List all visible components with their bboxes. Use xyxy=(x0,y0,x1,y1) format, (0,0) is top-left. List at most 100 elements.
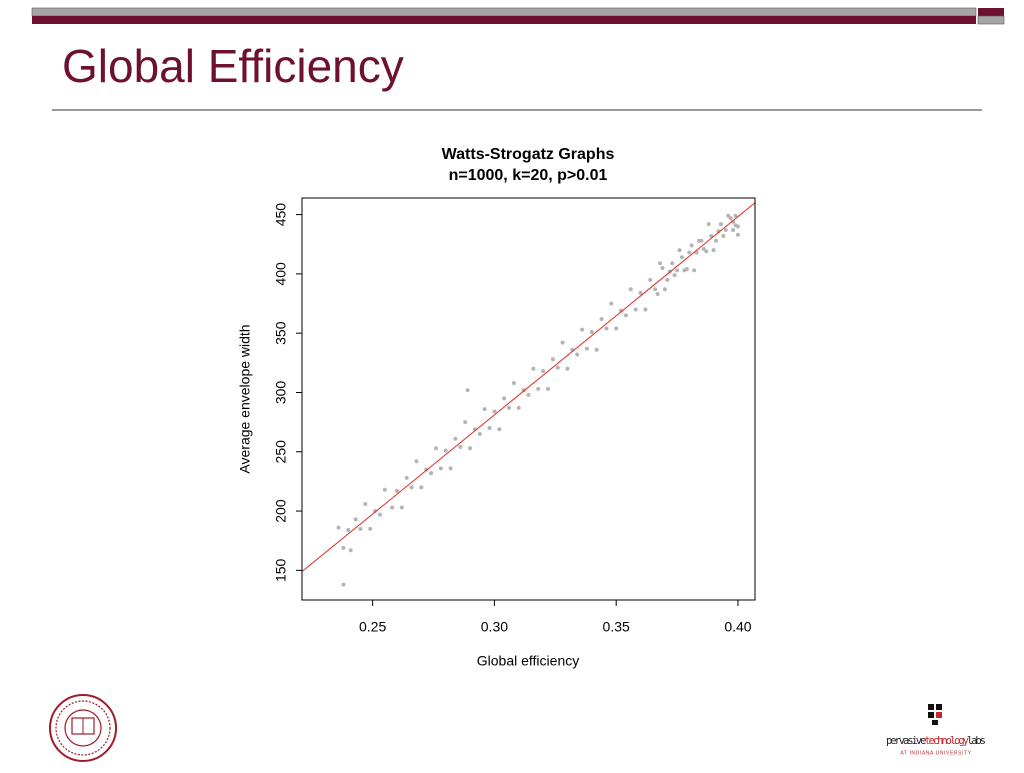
scatter-point xyxy=(648,277,653,282)
scatter-point xyxy=(709,233,714,238)
scatter-point xyxy=(516,405,521,410)
scatter-point xyxy=(655,292,660,297)
scatter-point xyxy=(341,582,346,587)
scatter-point xyxy=(429,471,434,476)
scatter-point xyxy=(438,466,443,471)
chart-title: Watts-Strogatz Graphs xyxy=(442,146,615,163)
scatter-point xyxy=(718,222,723,227)
y-tick-label: 300 xyxy=(273,381,289,405)
scatter-point xyxy=(492,409,497,414)
scatter-point xyxy=(348,548,353,553)
scatter-point xyxy=(679,255,684,260)
scatter-point xyxy=(687,250,692,255)
x-tick-label: 0.25 xyxy=(359,619,386,635)
scatter-point xyxy=(677,248,682,253)
scatter-point xyxy=(502,396,507,401)
scatter-point xyxy=(536,386,541,391)
scatter-point xyxy=(433,446,438,451)
scatter-point xyxy=(458,445,463,450)
scatter-point xyxy=(507,405,512,410)
header-bar-maroon xyxy=(32,16,976,24)
scatter-point xyxy=(341,545,346,550)
header-square-gray xyxy=(977,15,1005,25)
labs-name-part: technology xyxy=(924,735,969,747)
scatter-point xyxy=(653,287,658,292)
scatter-point xyxy=(419,485,424,490)
scatter-point xyxy=(623,313,628,318)
scatter-point xyxy=(336,525,341,530)
scatter-point xyxy=(545,386,550,391)
scatter-point xyxy=(733,223,738,228)
trend-line xyxy=(301,202,756,572)
scatter-point xyxy=(628,287,633,292)
scatter-point xyxy=(619,308,624,313)
chart-subtitle: n=1000, k=20, p>0.01 xyxy=(449,167,608,184)
scatter-point xyxy=(363,501,368,506)
scatter-point xyxy=(670,261,675,266)
scatter-point xyxy=(721,233,726,238)
scatter-point xyxy=(699,238,704,243)
scatter-point xyxy=(672,273,677,278)
scatter-point xyxy=(665,277,670,282)
scatter-point xyxy=(714,238,719,243)
labs-logo: pervasivetechnologylabs AT INDIANA UNIVE… xyxy=(886,704,986,756)
scatter-point xyxy=(424,467,429,472)
scatter-point xyxy=(589,330,594,334)
scatter-point xyxy=(353,517,358,522)
scatter-point xyxy=(465,388,470,393)
scatter-point xyxy=(704,249,709,254)
labs-name-part: labs xyxy=(967,735,986,747)
scatter-point xyxy=(368,526,373,531)
y-tick-label: 150 xyxy=(273,558,289,582)
scatter-point xyxy=(453,436,458,441)
scatter-point xyxy=(633,307,638,312)
scatter-point xyxy=(560,340,565,345)
scatter-point xyxy=(404,475,409,480)
y-axis-label: Average envelope width xyxy=(237,324,253,473)
scatter-point xyxy=(660,265,665,270)
scatter-point xyxy=(390,505,395,510)
scatter-point xyxy=(377,512,382,517)
scatter-point xyxy=(394,488,399,493)
scatter-point xyxy=(614,326,619,331)
y-tick-label: 400 xyxy=(273,262,289,286)
scatter-point xyxy=(463,420,468,425)
scatter-point xyxy=(468,446,473,451)
scatter-point xyxy=(555,365,560,370)
labs-subtitle: AT INDIANA UNIVERSITY xyxy=(900,750,971,756)
x-tick-label: 0.30 xyxy=(481,619,508,635)
scatter-point xyxy=(711,248,716,253)
scatter-point xyxy=(497,427,502,432)
scatter-point xyxy=(399,505,404,510)
scatter-point xyxy=(604,326,609,331)
scatter-point xyxy=(409,485,414,490)
y-tick-label: 200 xyxy=(273,499,289,523)
scatter-point xyxy=(684,267,689,272)
scatter-point xyxy=(382,487,387,492)
scatter-point xyxy=(584,346,589,351)
scatter-point xyxy=(728,216,733,221)
scatter-point xyxy=(594,347,599,352)
scatter-point xyxy=(541,369,546,374)
scatter-point xyxy=(550,357,555,362)
scatter-point xyxy=(448,466,453,471)
plot-frame xyxy=(301,197,756,601)
scatter-point xyxy=(689,243,694,248)
scatter-point xyxy=(643,307,648,312)
scatter-point xyxy=(575,352,580,357)
x-tick-label: 0.40 xyxy=(724,619,751,635)
scatter-point xyxy=(731,219,736,224)
scatter-point xyxy=(731,228,736,233)
scatter-point xyxy=(487,426,492,431)
header-square-maroon xyxy=(978,8,1004,16)
y-tick-label: 450 xyxy=(273,203,289,227)
scatter-point xyxy=(735,232,740,237)
labs-name-part: pervasive xyxy=(886,735,926,747)
scatter-point xyxy=(482,407,487,412)
scatter-point xyxy=(531,366,536,371)
scatter-point xyxy=(358,526,363,531)
x-axis-label: Global efficiency xyxy=(477,653,579,669)
x-tick-label: 0.35 xyxy=(603,619,630,635)
